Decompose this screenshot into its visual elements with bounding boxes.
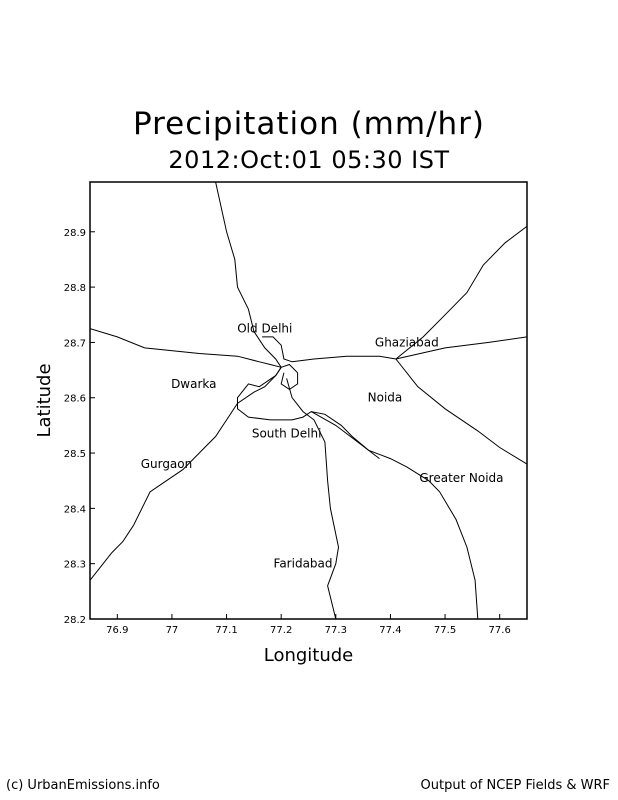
road-line-3 bbox=[395, 336, 527, 360]
road-line-1 bbox=[90, 328, 282, 368]
road-line-0 bbox=[215, 182, 282, 368]
x-tick-label: 77.6 bbox=[489, 625, 511, 636]
y-axis-label: Latitude bbox=[34, 363, 55, 437]
place-label: Ghaziabad bbox=[375, 335, 439, 349]
x-tick-label: 77 bbox=[166, 625, 179, 636]
place-label: South Delhi bbox=[252, 427, 322, 441]
footer-credit: (c) UrbanEmissions.info bbox=[6, 778, 160, 793]
x-tick-label: 76.9 bbox=[106, 625, 128, 636]
x-tick-label: 77.5 bbox=[434, 625, 456, 636]
road-line-9 bbox=[280, 363, 299, 391]
roads-layer bbox=[90, 182, 527, 619]
place-label: Noida bbox=[368, 391, 403, 405]
road-line-6 bbox=[237, 367, 479, 619]
y-tick-label: 28.9 bbox=[64, 228, 86, 239]
y-tick-label: 28.3 bbox=[64, 560, 86, 571]
y-tick-label: 28.4 bbox=[64, 504, 86, 515]
road-line-2 bbox=[262, 336, 396, 363]
place-label: Old Delhi bbox=[237, 322, 292, 336]
road-line-4 bbox=[395, 225, 527, 360]
x-tick-label: 77.1 bbox=[215, 625, 237, 636]
x-tick-label: 77.3 bbox=[325, 625, 347, 636]
footer-source: Output of NCEP Fields & WRF bbox=[420, 778, 610, 793]
map-subtitle: 2012:Oct:01 05:30 IST bbox=[168, 146, 450, 174]
place-label: Greater Noida bbox=[419, 471, 503, 485]
tick-layer: 76.9 77 77.1 77.2 77.3 77.4 77.5 77.6 28.2 28.3 28… bbox=[64, 228, 511, 636]
y-tick-label: 28.5 bbox=[64, 449, 86, 460]
x-tick-label: 77.2 bbox=[270, 625, 292, 636]
road-line-8 bbox=[286, 378, 340, 619]
road-line-7 bbox=[90, 367, 282, 581]
road-line-10 bbox=[310, 411, 380, 459]
places-layer: Old Delhi Ghaziabad Dwarka Noida South Delhi… bbox=[141, 322, 504, 571]
place-label: Faridabad bbox=[274, 557, 333, 571]
map-frame bbox=[89, 181, 528, 620]
place-label: Gurgaon bbox=[141, 457, 193, 471]
x-tick-label: 77.4 bbox=[379, 625, 401, 636]
y-tick-label: 28.8 bbox=[64, 283, 86, 294]
place-label: Dwarka bbox=[171, 377, 216, 391]
road-line-5 bbox=[395, 358, 527, 465]
y-tick-label: 28.6 bbox=[64, 394, 86, 405]
y-tick-label: 28.2 bbox=[64, 615, 86, 626]
x-axis-label: Longitude bbox=[264, 645, 354, 666]
y-tick-label: 28.7 bbox=[64, 338, 86, 349]
map-title: Precipitation (mm/hr) bbox=[132, 106, 486, 142]
